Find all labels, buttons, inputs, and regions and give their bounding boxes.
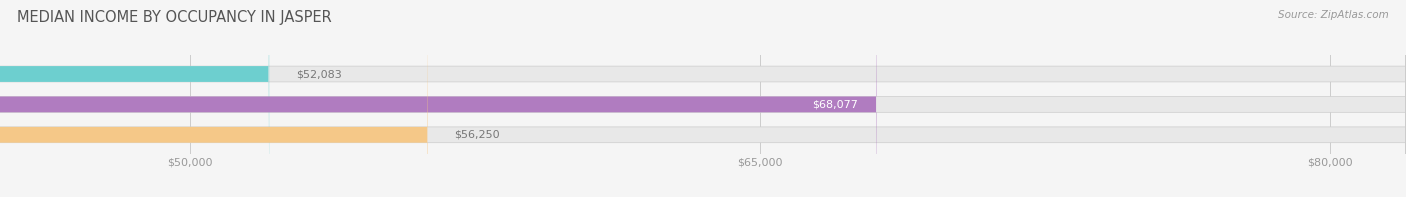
FancyBboxPatch shape	[0, 0, 269, 197]
Text: Source: ZipAtlas.com: Source: ZipAtlas.com	[1278, 10, 1389, 20]
Text: $52,083: $52,083	[295, 69, 342, 79]
Text: MEDIAN INCOME BY OCCUPANCY IN JASPER: MEDIAN INCOME BY OCCUPANCY IN JASPER	[17, 10, 332, 25]
Text: $68,077: $68,077	[813, 99, 858, 109]
Text: $56,250: $56,250	[454, 130, 499, 140]
FancyBboxPatch shape	[0, 0, 427, 197]
FancyBboxPatch shape	[0, 0, 877, 197]
